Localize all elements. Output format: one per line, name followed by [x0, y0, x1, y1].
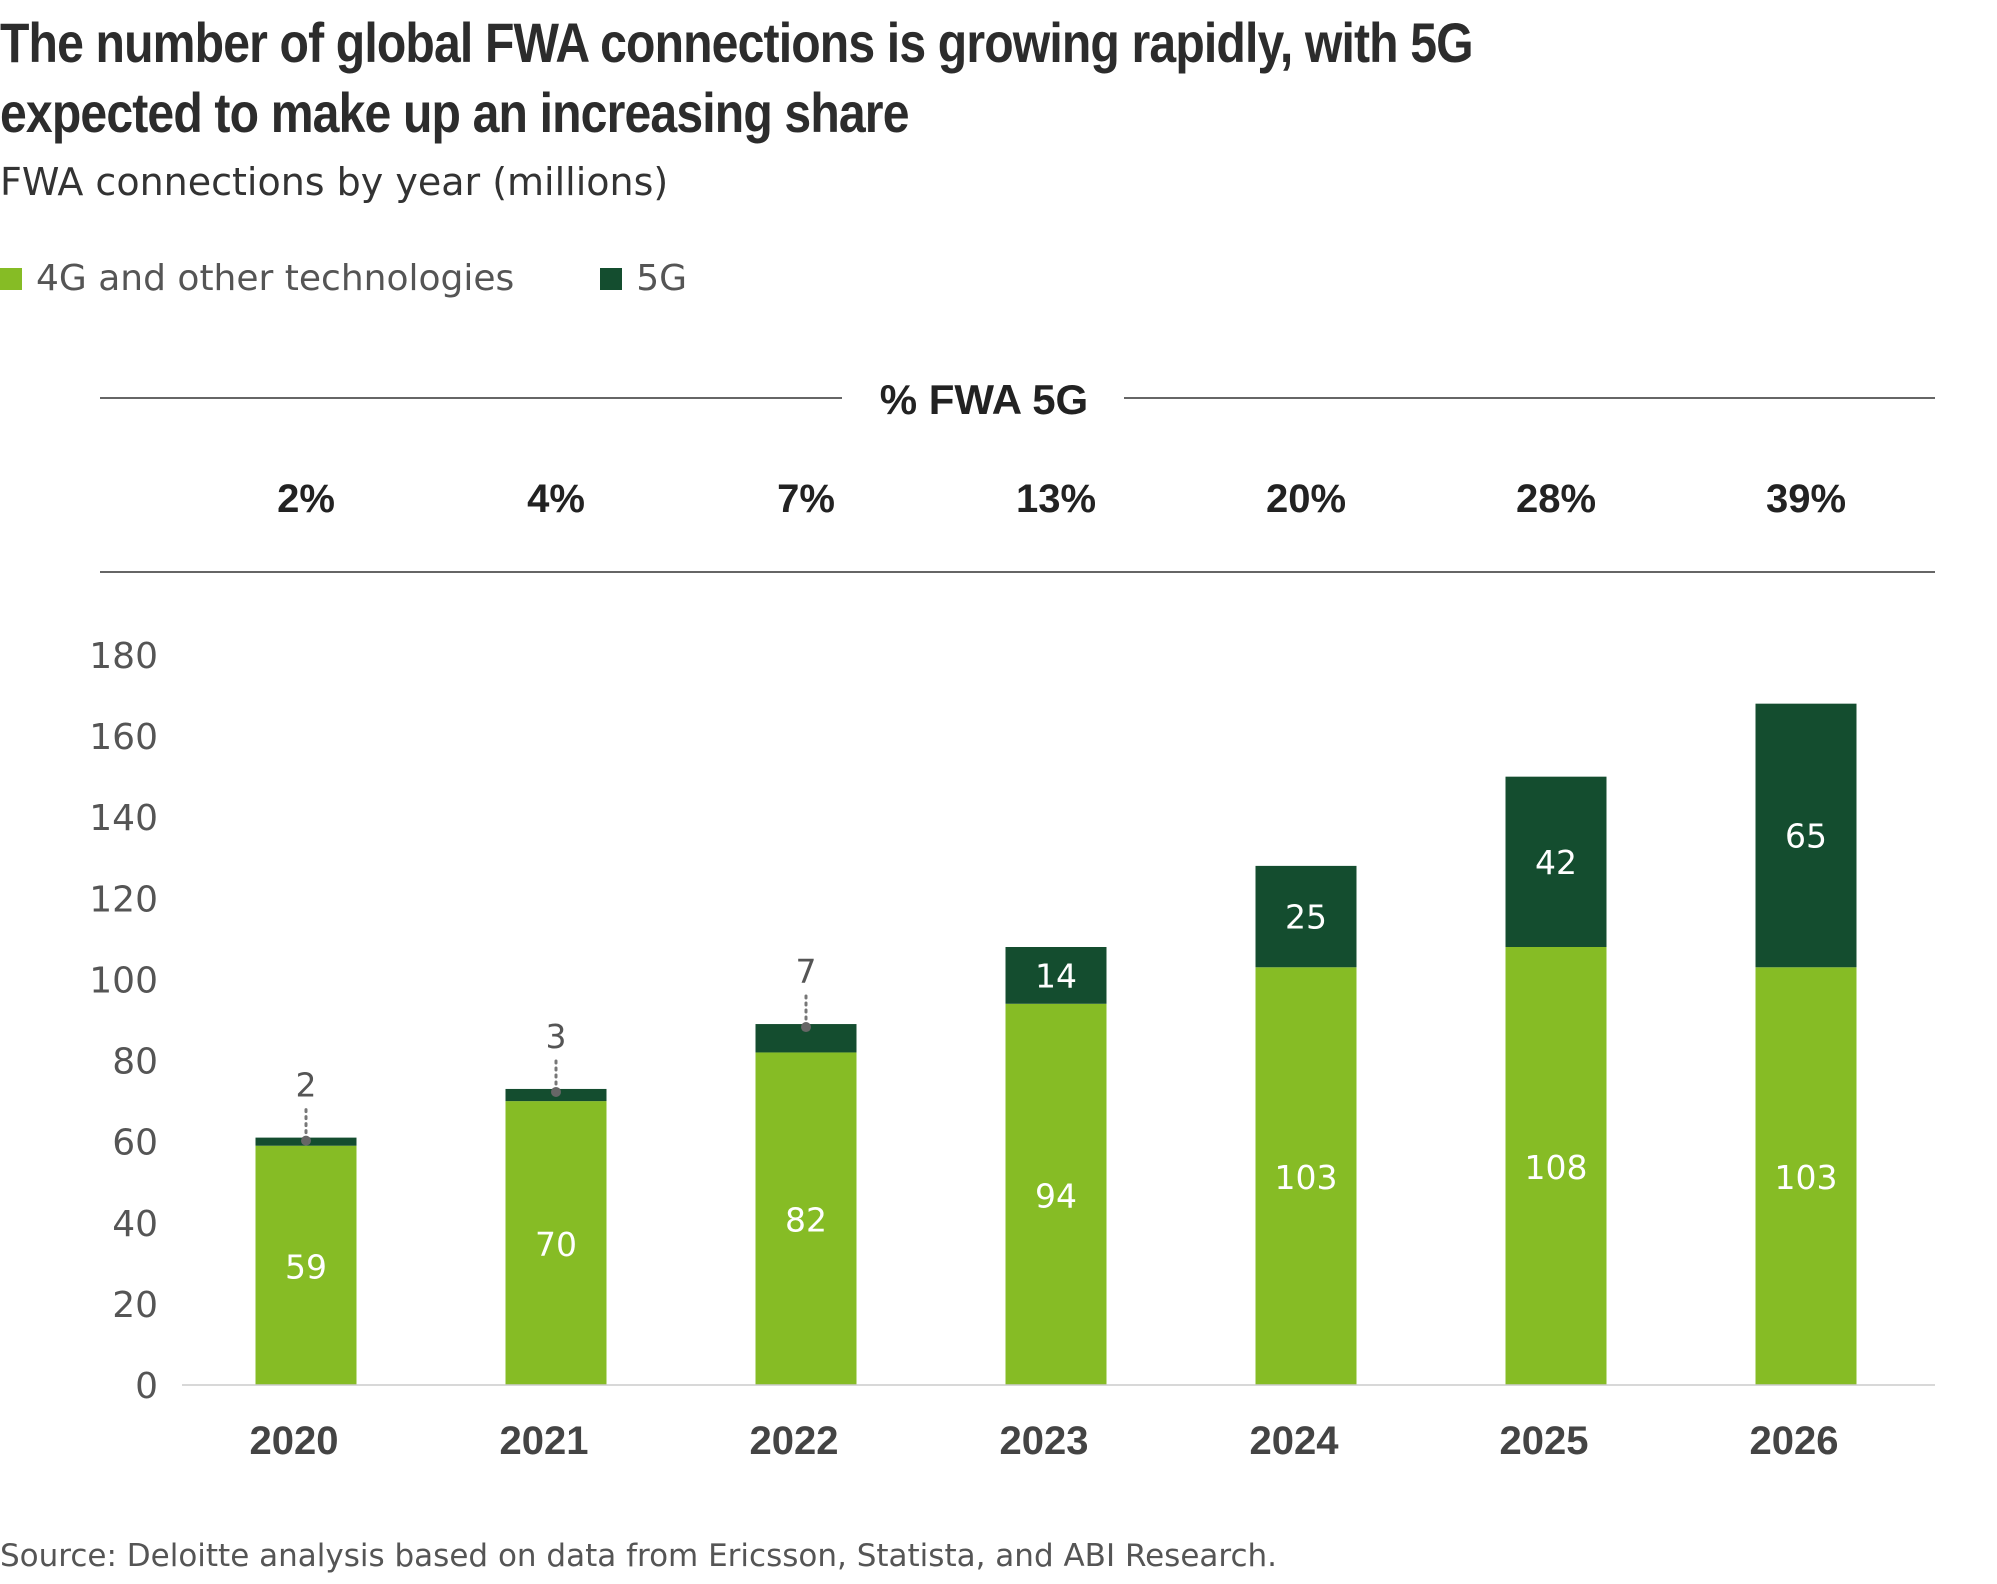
bar-4g	[1755, 967, 1857, 1385]
y-tick-label: 180	[89, 636, 158, 677]
percent-5g-band: % FWA 5G 2% 4% 7% 13% 20% 28% 39%	[100, 376, 1935, 573]
x-tick-label: 2024	[1250, 1419, 1340, 1463]
bar-4g	[505, 1101, 607, 1385]
percent-5g-label: 4%	[527, 477, 585, 521]
bar-4g	[1505, 947, 1607, 1385]
bar-4g	[1005, 1003, 1107, 1385]
callout-dot	[551, 1086, 561, 1097]
data-label-5g: 25	[1285, 898, 1327, 937]
legend-swatch-4g	[0, 267, 22, 290]
y-tick-label: 0	[135, 1366, 158, 1407]
y-tick-label: 100	[89, 960, 158, 1001]
callout-dot	[301, 1135, 311, 1146]
x-tick-label: 2025	[1500, 1419, 1589, 1463]
y-tick-label: 140	[89, 798, 158, 839]
y-tick-label: 80	[112, 1042, 158, 1083]
x-tick-label: 2020	[250, 1419, 339, 1463]
legend-item-5g: 5G	[600, 258, 687, 299]
data-label-4g: 103	[1275, 1158, 1338, 1197]
percent-5g-label: 20%	[1266, 477, 1346, 521]
data-label-5g: 42	[1535, 843, 1577, 882]
legend-item-4g: 4G and other technologies	[0, 258, 514, 299]
chart-title: The number of global FWA connections is …	[0, 11, 1474, 144]
legend: 4G and other technologies 5G	[0, 258, 773, 299]
data-label-5g: 2	[296, 1066, 317, 1105]
chart-subtitle: FWA connections by year (millions)	[0, 160, 669, 204]
y-tick-label: 60	[112, 1123, 158, 1164]
percent-band-header: % FWA 5G	[880, 376, 1088, 423]
bar-4g	[1255, 967, 1357, 1385]
bars: 59 2 70 3 82 7 94 14 103 25 108 42 103 65	[255, 703, 1857, 1385]
y-axis: 0 20 40 60 80 100 120 140 160 180	[89, 636, 158, 1407]
y-tick-label: 40	[112, 1204, 158, 1245]
y-tick-label: 20	[112, 1285, 158, 1326]
bar-5g	[1755, 703, 1857, 968]
bar-4g	[755, 1052, 857, 1385]
data-label-4g: 103	[1775, 1158, 1838, 1197]
data-label-4g: 82	[785, 1201, 827, 1240]
data-label-5g: 3	[546, 1017, 567, 1056]
bar-5g	[1505, 776, 1607, 947]
bar-4g	[255, 1145, 357, 1385]
percent-5g-label: 28%	[1516, 477, 1596, 521]
data-label-4g: 108	[1525, 1148, 1588, 1187]
data-label-4g: 59	[285, 1247, 327, 1286]
data-label-4g: 70	[535, 1225, 577, 1264]
legend-label-4g: 4G and other technologies	[36, 258, 515, 299]
y-tick-label: 160	[89, 717, 158, 758]
chart-svg: % FWA 5G 2% 4% 7% 13% 20% 28% 39% 0 20 40 60 80 100 1…	[89, 376, 1935, 1463]
legend-swatch-5g	[600, 267, 623, 290]
x-tick-label: 2021	[500, 1419, 589, 1463]
y-tick-label: 120	[89, 879, 158, 920]
percent-5g-label: 7%	[777, 477, 835, 521]
bar-5g	[1005, 947, 1107, 1004]
data-label-5g: 7	[796, 952, 817, 991]
data-label-4g: 94	[1035, 1176, 1077, 1215]
x-tick-label: 2023	[1000, 1419, 1089, 1463]
percent-5g-label: 39%	[1766, 477, 1846, 521]
x-tick-label: 2026	[1750, 1419, 1839, 1463]
percent-5g-label: 2%	[277, 477, 335, 521]
percent-5g-label: 13%	[1016, 477, 1096, 521]
data-label-5g: 14	[1035, 956, 1077, 995]
callout-dot	[801, 1022, 811, 1033]
x-tick-label: 2022	[750, 1419, 839, 1463]
source-note: Source: Deloitte analysis based on data …	[0, 1538, 1277, 1574]
x-axis: 2020 2021 2022 2023 2024 2025 2026	[182, 1384, 1935, 1463]
legend-label-5g: 5G	[636, 258, 688, 299]
bar-5g	[1255, 865, 1357, 968]
data-label-5g: 65	[1785, 816, 1827, 855]
